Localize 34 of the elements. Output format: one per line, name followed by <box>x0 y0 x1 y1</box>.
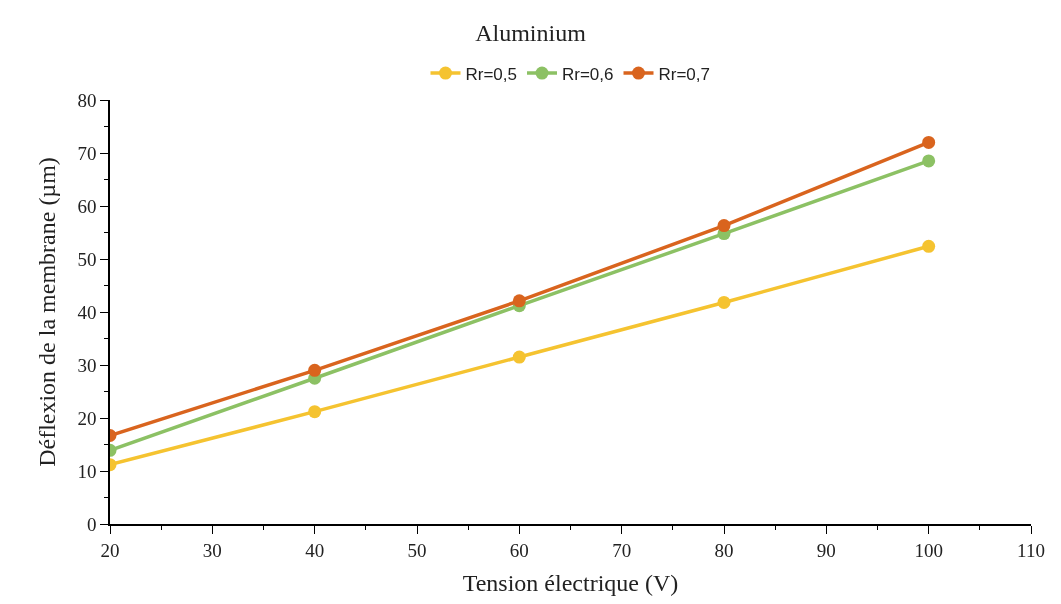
x-tick-label: 50 <box>407 539 427 561</box>
x-tick-label: 60 <box>509 539 529 561</box>
x-tick-label: 80 <box>714 539 734 561</box>
point <box>717 219 731 233</box>
x-tick-label: 100 <box>914 539 943 561</box>
x-tick-label: 70 <box>612 539 632 561</box>
legend-label: Rr=0,7 <box>658 64 710 84</box>
y-tick-label: 40 <box>77 301 97 323</box>
point <box>512 294 526 308</box>
y-tick-label: 70 <box>77 142 97 164</box>
x-tick-label: 40 <box>305 539 325 561</box>
point <box>512 350 526 364</box>
y-tick-label: 60 <box>77 195 97 217</box>
x-axis-title: Tension électrique (V) <box>462 570 679 597</box>
point <box>717 295 731 309</box>
x-tick-label: 90 <box>816 539 836 561</box>
point <box>922 135 936 149</box>
point <box>922 239 936 253</box>
point <box>922 154 936 168</box>
y-tick-label: 50 <box>77 248 97 270</box>
x-tick-label: 20 <box>100 539 120 561</box>
x-tick-label: 110 <box>1017 539 1045 561</box>
y-tick-label: 80 <box>77 89 97 111</box>
y-axis-title: Déflexion de la membrane (µm) <box>34 157 61 467</box>
y-tick-label: 20 <box>77 407 97 429</box>
legend-label: Rr=0,6 <box>562 64 614 84</box>
chart-title: Aluminium <box>475 19 587 46</box>
point <box>308 363 322 377</box>
y-tick-label: 10 <box>77 460 97 482</box>
point <box>308 405 322 419</box>
x-tick-label: 30 <box>202 539 222 561</box>
legend-label: Rr=0,5 <box>465 64 517 84</box>
y-tick-label: 30 <box>77 354 97 376</box>
y-tick-label: 0 <box>86 513 97 535</box>
